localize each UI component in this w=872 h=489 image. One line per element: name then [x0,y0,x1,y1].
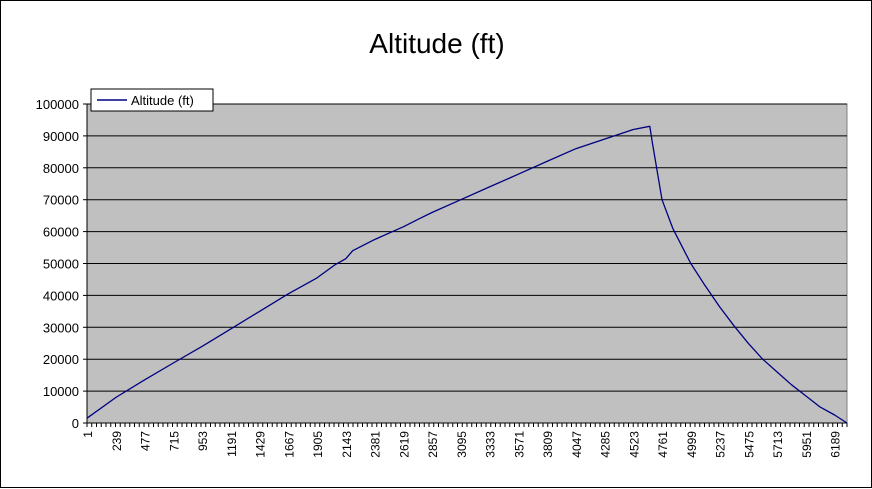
x-tick-label: 1905 [311,431,325,458]
y-tick-label: 80000 [43,161,79,176]
gridlines [87,103,847,392]
y-tick-label: 0 [72,416,79,431]
x-tick-label: 953 [196,431,210,451]
x-tick-label: 4047 [570,431,584,458]
legend: Altitude (ft) [90,88,214,112]
x-tick-label: 4999 [685,431,699,458]
x-tick-label: 5237 [714,431,728,458]
x-tick-label: 2619 [397,431,411,458]
y-tick-label: 10000 [43,384,79,399]
x-tick-label: 2143 [340,431,354,458]
x-tick-label: 5713 [771,431,785,458]
y-tick-label: 100000 [36,97,79,112]
x-tick-label: 3095 [455,431,469,458]
x-tick-label: 1191 [225,431,239,457]
x-tick-label: 3571 [512,431,526,458]
y-tick-label: 90000 [43,129,79,144]
series-layer [86,125,848,424]
x-tick-label: 477 [139,431,153,451]
x-tick-label: 2857 [426,431,440,458]
x-tick-label: 239 [110,431,124,451]
y-tick-label: 30000 [43,320,79,335]
x-tick-label: 1 [81,431,95,438]
x-tick-label: 2381 [369,431,383,458]
x-tick-label: 1667 [282,431,296,458]
x-axis: 1 239 477 715 953 1191 1429 1667 1905 2143 2381 261… [81,422,848,458]
y-axis: 0 10000 20000 30000 40000 50000 60000 70000 8000… [36,97,88,431]
x-tick-label: 3333 [484,431,498,458]
chart-title: Altitude (ft) [369,28,504,59]
y-tick-label: 20000 [43,352,79,367]
legend-box [90,88,214,112]
y-tick-label: 50000 [43,257,79,272]
y-tick-label: 70000 [43,193,79,208]
x-tick-label: 3809 [541,431,555,458]
series-line-altitude [86,125,848,424]
x-tick-label: 1429 [254,431,268,458]
x-tick-label: 4761 [656,431,670,458]
y-tick-label: 60000 [43,225,79,240]
x-tick-label: 715 [167,431,181,451]
x-tick-label: 6189 [829,431,843,458]
legend-label: Altitude (ft) [131,93,194,108]
y-tick-label: 40000 [43,288,79,303]
x-tick-label: 4285 [599,431,613,458]
x-tick-label: 5951 [800,431,814,458]
x-tick-label: 5475 [742,431,756,458]
x-tick-label: 4523 [627,431,641,458]
